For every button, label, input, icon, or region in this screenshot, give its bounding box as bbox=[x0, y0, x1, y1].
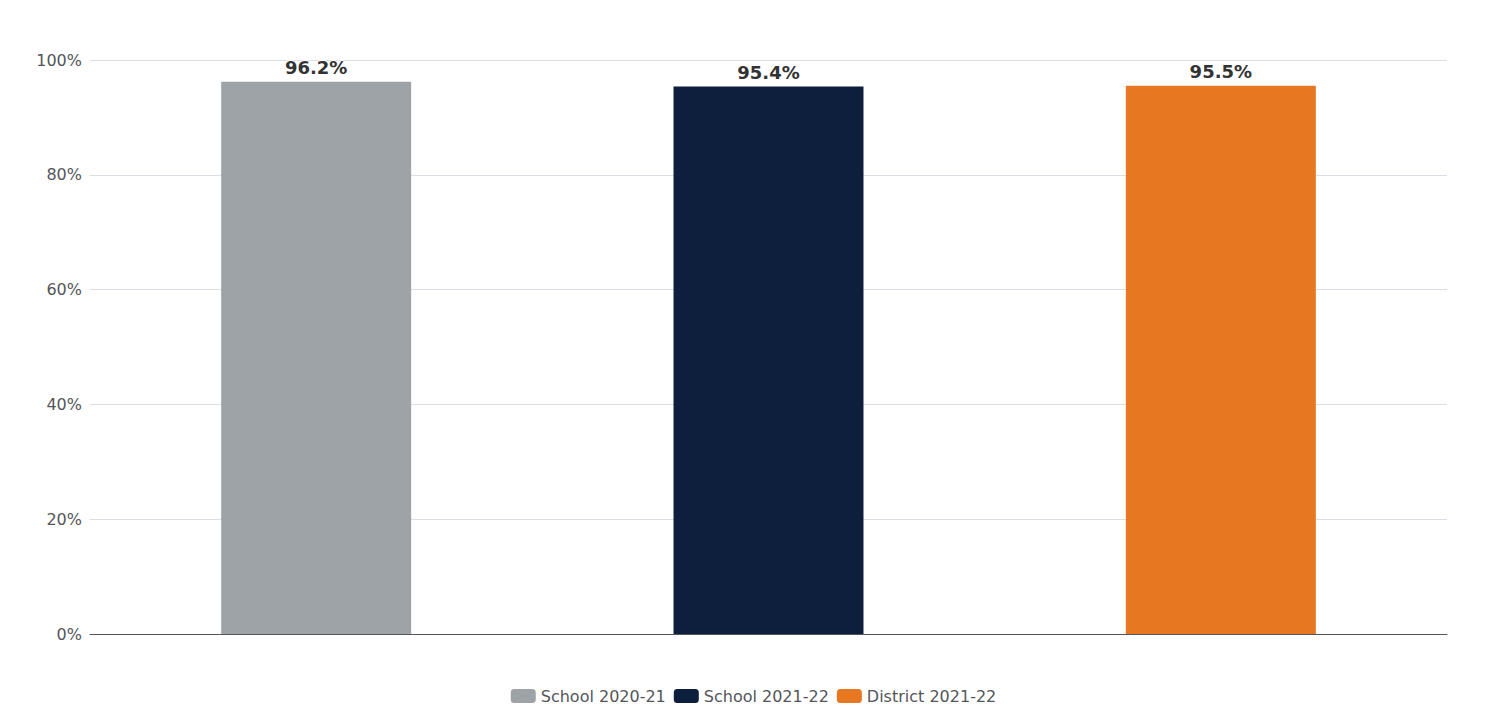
svg-text:60%: 60% bbox=[46, 280, 82, 299]
svg-text:95.5%: 95.5% bbox=[1190, 61, 1252, 82]
svg-text:100%: 100% bbox=[36, 51, 82, 70]
svg-text:40%: 40% bbox=[46, 395, 82, 414]
svg-text:96.2%: 96.2% bbox=[285, 57, 347, 78]
svg-text:0%: 0% bbox=[57, 625, 82, 644]
svg-text:80%: 80% bbox=[46, 165, 82, 184]
svg-text:School 2020-21: School 2020-21 bbox=[541, 687, 666, 706]
svg-text:School 2021-22: School 2021-22 bbox=[704, 687, 829, 706]
svg-text:District 2021-22: District 2021-22 bbox=[867, 687, 996, 706]
svg-text:95.4%: 95.4% bbox=[737, 62, 799, 83]
svg-text:20%: 20% bbox=[46, 510, 82, 529]
